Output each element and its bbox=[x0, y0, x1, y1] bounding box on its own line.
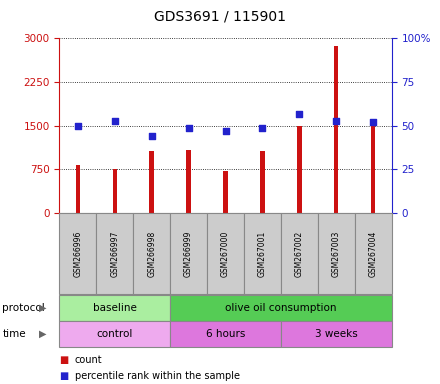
Point bbox=[296, 111, 303, 117]
Text: ▶: ▶ bbox=[39, 329, 46, 339]
Text: percentile rank within the sample: percentile rank within the sample bbox=[75, 371, 240, 381]
Bar bbox=[355, 213, 392, 294]
Text: GSM266996: GSM266996 bbox=[73, 230, 82, 276]
Text: GSM267001: GSM267001 bbox=[258, 230, 267, 276]
Bar bbox=[170, 213, 207, 294]
Text: time: time bbox=[2, 329, 26, 339]
Bar bbox=[318, 213, 355, 294]
Text: GSM266998: GSM266998 bbox=[147, 230, 156, 276]
Text: GSM267000: GSM267000 bbox=[221, 230, 230, 276]
Text: ▶: ▶ bbox=[39, 303, 46, 313]
Bar bbox=[150, 151, 154, 213]
Text: count: count bbox=[75, 355, 103, 365]
Bar bbox=[59, 295, 170, 321]
Point bbox=[370, 119, 377, 125]
Bar bbox=[187, 150, 191, 213]
Text: ■: ■ bbox=[59, 355, 69, 365]
Text: GSM267003: GSM267003 bbox=[332, 230, 341, 276]
Text: GDS3691 / 115901: GDS3691 / 115901 bbox=[154, 10, 286, 23]
Bar bbox=[371, 119, 375, 213]
Text: control: control bbox=[96, 329, 133, 339]
Point bbox=[111, 118, 118, 124]
Bar bbox=[96, 213, 133, 294]
Text: olive oil consumption: olive oil consumption bbox=[225, 303, 337, 313]
Point bbox=[259, 124, 266, 131]
Bar bbox=[59, 321, 170, 347]
Bar bbox=[170, 295, 392, 321]
Point bbox=[333, 118, 340, 124]
Point bbox=[148, 133, 155, 139]
Text: protocol: protocol bbox=[2, 303, 45, 313]
Bar bbox=[113, 169, 117, 213]
Text: GSM266999: GSM266999 bbox=[184, 230, 193, 276]
Text: GSM267004: GSM267004 bbox=[369, 230, 378, 276]
Bar bbox=[281, 321, 392, 347]
Bar bbox=[133, 213, 170, 294]
Text: baseline: baseline bbox=[93, 303, 137, 313]
Bar bbox=[59, 213, 96, 294]
Bar bbox=[281, 213, 318, 294]
Point bbox=[74, 123, 81, 129]
Bar bbox=[260, 151, 264, 213]
Point bbox=[222, 128, 229, 134]
Bar bbox=[170, 321, 281, 347]
Bar bbox=[76, 165, 80, 213]
Text: 6 hours: 6 hours bbox=[206, 329, 245, 339]
Bar bbox=[207, 213, 244, 294]
Text: 3 weeks: 3 weeks bbox=[315, 329, 358, 339]
Bar bbox=[297, 126, 301, 213]
Bar bbox=[244, 213, 281, 294]
Point bbox=[185, 124, 192, 131]
Bar bbox=[223, 171, 228, 213]
Bar bbox=[334, 46, 338, 213]
Text: GSM266997: GSM266997 bbox=[110, 230, 119, 276]
Text: GSM267002: GSM267002 bbox=[295, 230, 304, 276]
Text: ■: ■ bbox=[59, 371, 69, 381]
